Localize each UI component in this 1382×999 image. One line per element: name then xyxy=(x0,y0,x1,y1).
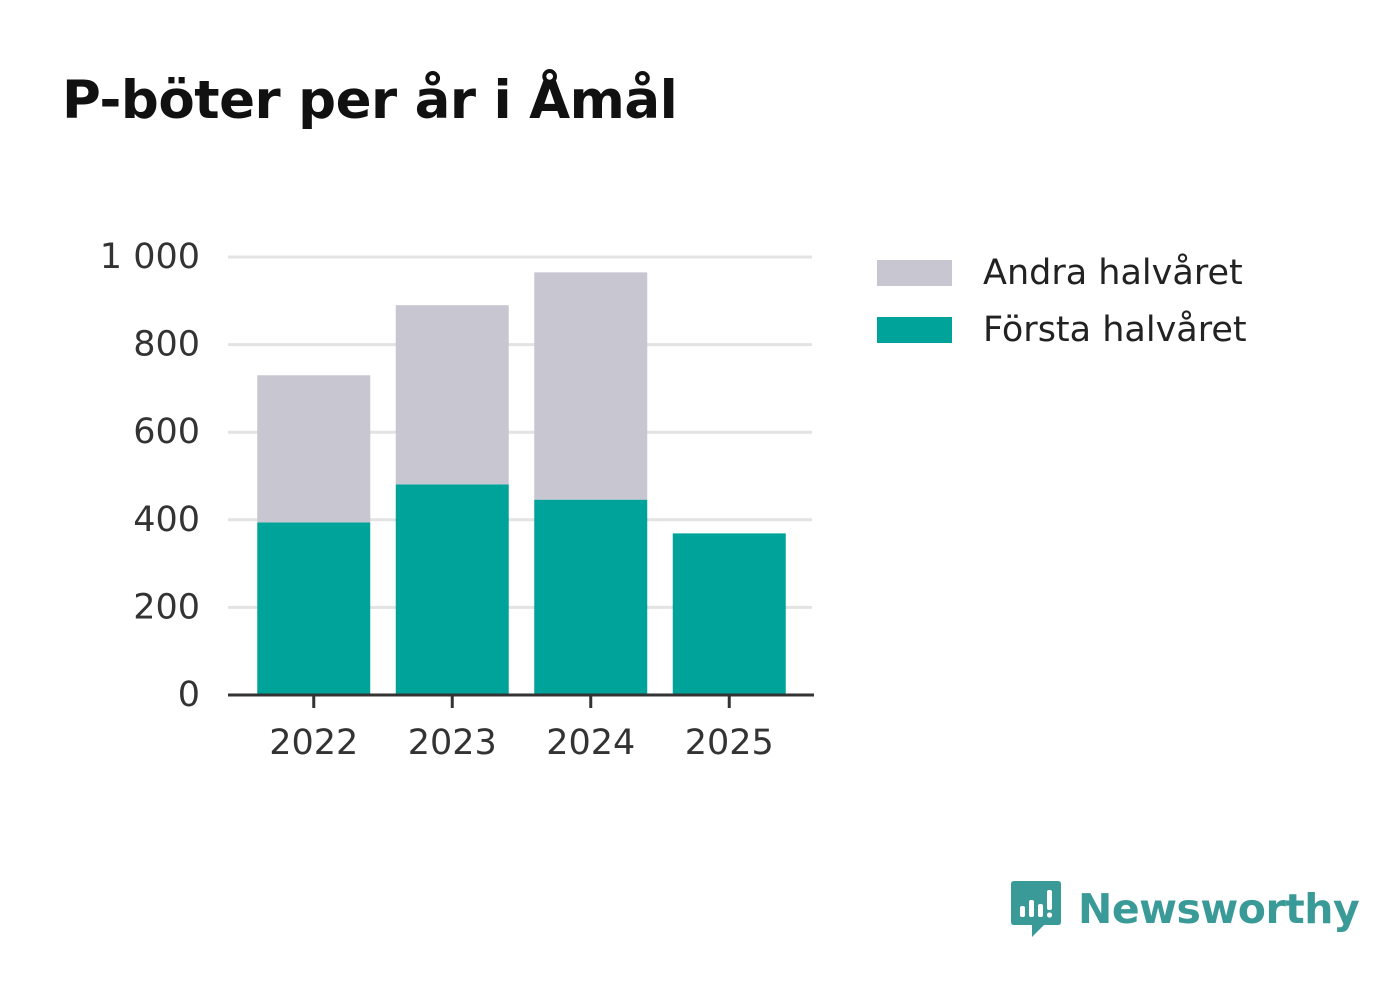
y-tick-label: 800 xyxy=(133,325,200,365)
x-tick-label: 2022 xyxy=(269,723,358,763)
y-tick-label: 0 xyxy=(178,675,200,715)
y-axis: 0 200 400 600 800 1 000 xyxy=(100,237,200,715)
x-axis: 2022 2023 2024 2025 xyxy=(228,693,814,763)
legend: Andra halvåret Första halvåret xyxy=(877,244,1247,358)
x-tick-label: 2024 xyxy=(546,723,635,763)
bar-forsta-halvaret-2023[interactable] xyxy=(395,484,509,695)
legend-item-forsta-halvaret[interactable]: Första halvåret xyxy=(877,301,1247,358)
y-tick-label: 600 xyxy=(133,412,200,452)
bar-andra-halvaret-2024[interactable] xyxy=(534,272,648,500)
y-tick-label: 400 xyxy=(133,500,200,540)
legend-swatch-forsta-halvaret xyxy=(877,316,952,343)
bar-forsta-halvaret-2024[interactable] xyxy=(534,499,648,695)
newsworthy-logo-icon xyxy=(1011,881,1061,937)
bar-andra-halvaret-2023[interactable] xyxy=(395,305,509,485)
x-tick-label: 2025 xyxy=(685,723,774,763)
legend-swatch-andra-halvaret xyxy=(877,259,952,286)
bar-forsta-halvaret-2022[interactable] xyxy=(257,522,371,695)
brand-name: Newsworthy xyxy=(1078,885,1360,933)
legend-label: Första halvåret xyxy=(983,309,1247,350)
legend-label: Andra halvåret xyxy=(983,252,1243,293)
bar-forsta-halvaret-2025[interactable] xyxy=(672,533,786,695)
y-tick-label: 1 000 xyxy=(100,237,200,277)
x-tick-label: 2023 xyxy=(408,723,497,763)
legend-item-andra-halvaret[interactable]: Andra halvåret xyxy=(877,244,1247,301)
y-tick-label: 200 xyxy=(133,587,200,627)
bars xyxy=(257,272,786,695)
newsworthy-brand[interactable]: Newsworthy xyxy=(1010,878,1360,940)
bar-andra-halvaret-2022[interactable] xyxy=(257,375,371,523)
chart-title: P-böter per år i Åmål xyxy=(62,70,678,131)
